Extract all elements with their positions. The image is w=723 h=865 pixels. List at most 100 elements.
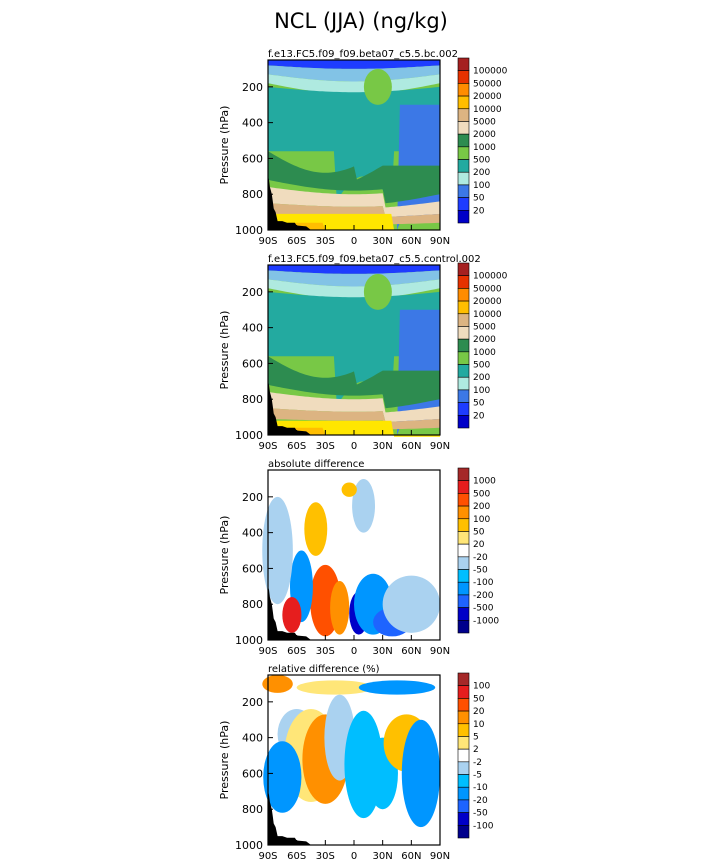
colorbar-box xyxy=(457,83,470,97)
colorbar-label: 20000 xyxy=(473,297,502,307)
colorbar-box xyxy=(457,275,470,289)
colorbar-box xyxy=(457,467,470,481)
x-tick-label: 90N xyxy=(430,236,450,247)
colorbar-box xyxy=(457,300,470,315)
colorbar-box xyxy=(457,672,470,686)
y-tick-label: 400 xyxy=(242,732,263,745)
x-tick-label: 60N xyxy=(401,646,421,657)
colorbar-label: 200 xyxy=(473,168,490,178)
x-tick-label: 30S xyxy=(316,646,335,657)
field-blob xyxy=(262,496,293,605)
x-tick-label: 30S xyxy=(316,851,335,862)
colorbar-label: 10 xyxy=(473,720,485,730)
x-tick-label: 0 xyxy=(351,851,357,862)
y-tick-label: 400 xyxy=(242,322,263,335)
colorbar-box xyxy=(457,389,470,403)
y-axis-label: Pressure (hPa) xyxy=(218,311,231,390)
panels: f.e13.FC5.f09_f09.beta07_c5.5.bc.002 Pres… xyxy=(218,49,508,862)
field-blob xyxy=(341,482,357,497)
colorbar-box xyxy=(457,723,470,737)
y-tick-label: 200 xyxy=(242,696,263,709)
x-tick-label: 0 xyxy=(351,646,357,657)
x-tick-label: 60N xyxy=(401,851,421,862)
x-tick-label: 90S xyxy=(258,851,277,862)
colorbar-box xyxy=(457,210,470,224)
y-axis-label: Pressure (hPa) xyxy=(218,106,231,185)
colorbar-box xyxy=(457,376,470,391)
field-blob xyxy=(263,741,302,813)
x-tick-label: 90N xyxy=(430,441,450,452)
colorbar-box xyxy=(457,825,470,839)
x-tick-label: 30N xyxy=(373,851,393,862)
colorbar-box xyxy=(457,543,470,558)
x-tick-label: 90S xyxy=(258,441,277,452)
colorbar-box xyxy=(457,518,470,532)
y-tick-label: 400 xyxy=(242,117,263,130)
colorbar-box xyxy=(457,338,470,353)
panel-title: relative difference (%) xyxy=(268,664,380,675)
colorbar-label: 1000 xyxy=(473,348,496,358)
panel-title: f.e13.FC5.f09_f09.beta07_c5.5.bc.002 xyxy=(268,49,458,60)
colorbar-label: -20 xyxy=(473,553,488,563)
field-blob xyxy=(282,597,302,633)
x-tick-label: 60N xyxy=(401,236,421,247)
colorbar-label: 500 xyxy=(473,156,490,166)
field-blob xyxy=(401,719,440,828)
colorbar-box xyxy=(457,133,470,148)
colorbar-box xyxy=(457,351,470,365)
colorbar-box xyxy=(457,607,470,621)
colorbar-label: 500 xyxy=(473,361,490,371)
colorbar-box xyxy=(457,493,470,507)
colorbar-box xyxy=(457,698,470,712)
colorbar-label: 1000 xyxy=(473,477,496,487)
field-blob xyxy=(304,502,328,556)
colorbar-box xyxy=(457,799,470,813)
field-band-upper xyxy=(268,65,440,82)
colorbar-box xyxy=(457,197,470,211)
field-band-teal xyxy=(268,291,440,407)
field-blob xyxy=(296,680,374,695)
colorbar-box xyxy=(457,70,470,84)
colorbar-label: 10000 xyxy=(473,105,502,115)
colorbar-label: 50 xyxy=(473,527,485,537)
colorbar-label: 5000 xyxy=(473,322,496,332)
colorbar-box xyxy=(457,556,470,570)
terrain-mask xyxy=(268,791,311,845)
colorbar-label: -200 xyxy=(473,591,494,601)
colorbar-label: 100 xyxy=(473,181,490,191)
y-axis-label: Pressure (hPa) xyxy=(218,516,231,595)
terrain-mask xyxy=(268,381,311,435)
colorbar-label: -20 xyxy=(473,796,488,806)
colorbar-label: 200 xyxy=(473,373,490,383)
x-tick-label: 90S xyxy=(258,236,277,247)
colorbar-box xyxy=(457,108,470,122)
colorbar-box xyxy=(457,761,470,775)
colorbar-label: 50 xyxy=(473,399,485,409)
y-tick-label: 200 xyxy=(242,491,263,504)
colorbar-box xyxy=(457,569,470,583)
field-blob xyxy=(358,680,436,695)
panel-1: f.e13.FC5.f09_f09.beta07_c5.5.bc.002 Pres… xyxy=(218,49,508,247)
colorbar-label: 100 xyxy=(473,386,490,396)
colorbar-label: 5 xyxy=(473,732,479,742)
colorbar-label: 50 xyxy=(473,694,485,704)
colorbar-label: 100 xyxy=(473,682,490,692)
colorbar-box xyxy=(457,364,470,378)
colorbar-box xyxy=(457,685,470,699)
x-tick-label: 60S xyxy=(287,441,306,452)
field-band-beige xyxy=(268,187,440,217)
y-tick-label: 1000 xyxy=(235,429,263,442)
colorbar-label: 2 xyxy=(473,745,479,755)
colorbar-box xyxy=(457,531,470,545)
x-tick-label: 30S xyxy=(316,441,335,452)
y-tick-label: 1000 xyxy=(235,224,263,237)
y-tick-label: 800 xyxy=(242,393,263,406)
colorbar-box xyxy=(457,748,470,763)
x-tick-label: 90S xyxy=(258,646,277,657)
colorbar-label: -2 xyxy=(473,758,482,768)
colorbar-label: 100 xyxy=(473,515,490,525)
field-band-orange xyxy=(268,427,440,435)
field-band-tan xyxy=(268,203,440,225)
field-blob xyxy=(262,675,293,693)
panel-4: relative difference (%)Pressure (hPa)200… xyxy=(218,664,494,862)
